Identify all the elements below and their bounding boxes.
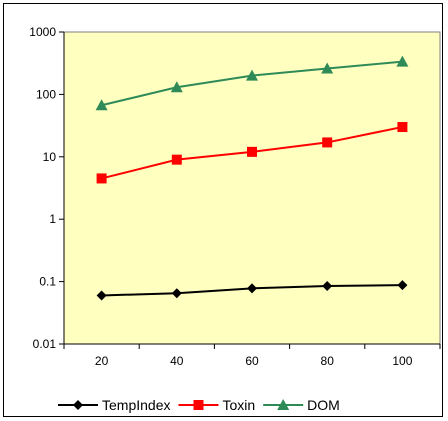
y-tick-label: 1000: [29, 25, 56, 39]
legend-marker: [277, 399, 290, 410]
x-tick-label: 100: [392, 354, 412, 368]
x-axis: 20 40 60 80 100: [63, 343, 441, 368]
data-point-dom: [321, 62, 334, 74]
y-tick-label: 10: [43, 150, 57, 164]
y-axis: 0.01 0.1 1 10 100 1000: [29, 25, 65, 351]
legend-entry-tempindex: TempIndex: [58, 397, 170, 413]
data-point-tempindex: [171, 288, 182, 299]
x-tick-label: 60: [245, 354, 259, 368]
legend-marker: [193, 400, 204, 410]
legend-label: DOM: [307, 397, 340, 413]
data-point-dom: [396, 55, 409, 67]
data-point-toxin: [96, 173, 107, 184]
y-tick-label: 100: [36, 87, 56, 101]
data-point-toxin: [247, 146, 257, 157]
data-point-tempindex: [96, 290, 107, 301]
data-point-toxin: [322, 137, 333, 148]
data-point-tempindex: [247, 283, 257, 294]
series-toxin: [96, 122, 408, 184]
data-point-toxin: [397, 122, 408, 133]
legend-entry-toxin: Toxin: [178, 397, 255, 413]
data-point-tempindex: [397, 280, 408, 291]
series-layer: [95, 55, 409, 301]
y-tick-label: 1: [49, 212, 56, 226]
data-point-dom: [95, 99, 108, 111]
x-tick-label: 80: [321, 354, 335, 368]
data-point-toxin: [171, 154, 182, 165]
x-tick-label: 40: [170, 354, 184, 368]
data-point-dom: [170, 81, 183, 93]
legend-marker: [73, 400, 83, 410]
legend-label: TempIndex: [102, 397, 170, 413]
series-dom: [95, 55, 409, 111]
y-tick-label: 0.01: [33, 337, 57, 351]
y-tick-label: 0.1: [39, 275, 56, 289]
series-tempindex: [96, 280, 408, 301]
legend: TempIndex Toxin DOM: [58, 397, 340, 413]
data-point-tempindex: [322, 281, 333, 292]
legend-label: Toxin: [222, 397, 255, 413]
x-tick-label: 20: [95, 354, 109, 368]
data-point-dom: [246, 69, 258, 81]
legend-entry-dom: DOM: [263, 397, 340, 413]
